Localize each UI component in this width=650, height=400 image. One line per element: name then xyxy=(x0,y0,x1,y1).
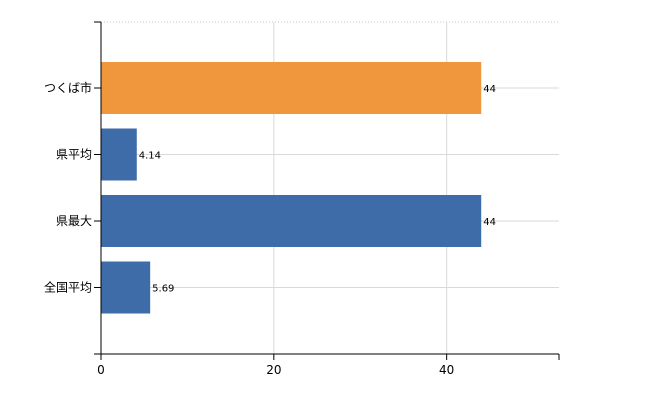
y-tick-label: 県平均 xyxy=(56,148,92,162)
bar xyxy=(101,62,482,114)
y-tick-label: つくば市 xyxy=(44,80,92,95)
data-label: 44 xyxy=(483,217,496,228)
y-tick-label: 全国平均 xyxy=(44,280,92,295)
bar xyxy=(101,261,151,314)
data-label: 4.14 xyxy=(139,151,161,162)
bars xyxy=(101,62,482,314)
x-tick-label: 0 xyxy=(97,363,105,377)
data-label: 5.69 xyxy=(152,284,174,295)
x-tick-label: 40 xyxy=(439,363,454,377)
data-label: 44 xyxy=(483,84,496,95)
data-labels: 44 4.14 44 5.69 xyxy=(139,84,496,295)
bar xyxy=(101,128,137,181)
y-tick-label: 県最大 xyxy=(56,214,92,228)
x-tick-label: 20 xyxy=(266,363,281,377)
bar xyxy=(101,195,482,247)
